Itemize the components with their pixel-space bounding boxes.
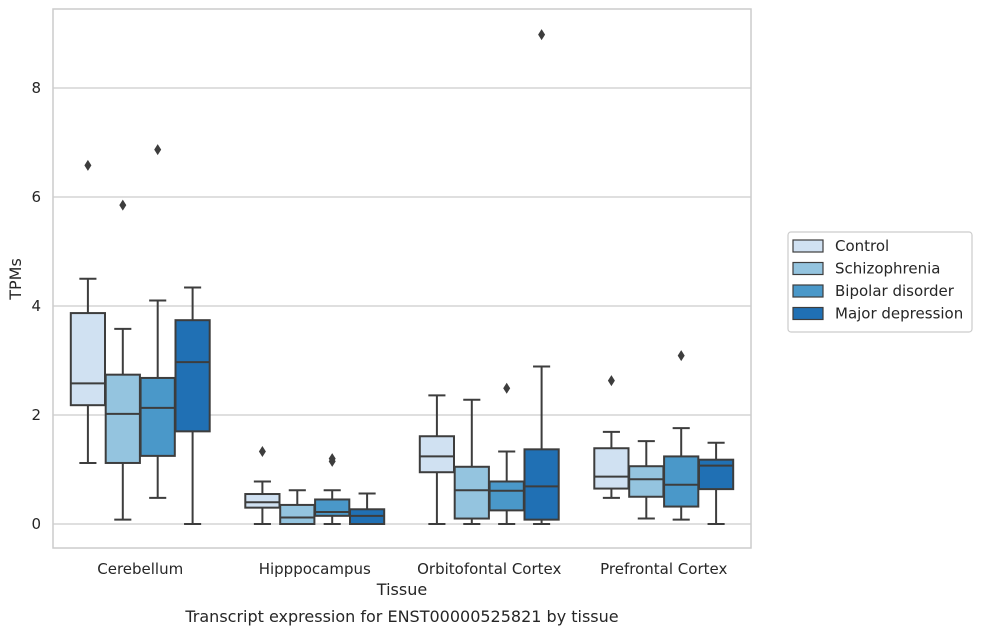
chart-caption: Transcript expression for ENST0000052582… bbox=[184, 607, 618, 626]
iqr-box bbox=[453, 465, 490, 520]
iqr-box bbox=[628, 465, 665, 498]
y-axis-ticks: 0 2 4 6 8 bbox=[31, 79, 41, 533]
outlier-point bbox=[154, 144, 162, 156]
iqr-box bbox=[104, 373, 141, 464]
box-schizophrenia bbox=[104, 199, 141, 521]
box-schizophrenia bbox=[279, 489, 316, 525]
iqr-box bbox=[279, 503, 316, 525]
legend: Control Schizophrenia Bipolar disorder Majo… bbox=[787, 231, 973, 333]
iqr-box bbox=[139, 376, 176, 457]
box-control bbox=[244, 446, 281, 525]
iqr-box bbox=[418, 435, 456, 474]
legend-entry: Schizophrenia bbox=[835, 260, 940, 278]
box-major-depression bbox=[523, 29, 560, 525]
legend-frame bbox=[787, 231, 973, 333]
boxes bbox=[69, 29, 735, 526]
legend-entry: Bipolar disorder bbox=[835, 282, 955, 300]
iqr-box bbox=[174, 319, 211, 433]
x-tick-label: Orbitofontal Cortex bbox=[417, 560, 561, 578]
legend-swatch bbox=[792, 239, 824, 253]
legend-swatch bbox=[792, 261, 824, 276]
box-control bbox=[418, 394, 456, 525]
x-tick-label: Cerebellum bbox=[97, 560, 183, 578]
legend-entry: Control bbox=[835, 237, 889, 255]
outlier-point bbox=[119, 199, 127, 211]
legend-entry: Major depression bbox=[835, 305, 963, 323]
legend-swatch bbox=[792, 284, 824, 298]
x-axis-label: Tissue bbox=[376, 580, 427, 599]
y-tick-label: 8 bbox=[31, 79, 41, 97]
outlier-point bbox=[677, 350, 685, 362]
y-tick-label: 6 bbox=[31, 188, 41, 206]
plot-area-frame bbox=[52, 8, 752, 549]
box-control bbox=[593, 375, 630, 499]
outlier-point bbox=[84, 159, 92, 171]
legend-swatch bbox=[792, 306, 824, 321]
box-major-depression bbox=[697, 441, 735, 525]
box-bipolar-disorder bbox=[663, 350, 700, 521]
x-axis-ticks: Cerebellum Hipppocampus Orbitofontal Corte… bbox=[97, 560, 727, 578]
iqr-box bbox=[697, 458, 735, 491]
box-major-depression bbox=[174, 286, 211, 525]
outlier-point bbox=[607, 375, 615, 387]
outlier-point bbox=[538, 29, 546, 41]
box-bipolar-disorder bbox=[488, 382, 525, 525]
y-axis-label: TPMs bbox=[6, 258, 25, 301]
box-control bbox=[69, 159, 107, 464]
iqr-box bbox=[69, 312, 107, 407]
iqr-box bbox=[488, 480, 525, 512]
iqr-box bbox=[523, 448, 560, 521]
box-bipolar-disorder bbox=[314, 453, 351, 525]
iqr-box bbox=[593, 447, 630, 490]
iqr-box bbox=[663, 455, 700, 508]
outlier-point bbox=[258, 446, 266, 458]
box-major-depression bbox=[348, 492, 386, 526]
y-tick-label: 2 bbox=[31, 406, 41, 424]
iqr-box bbox=[244, 493, 281, 509]
box-schizophrenia bbox=[628, 440, 665, 520]
iqr-box bbox=[314, 498, 351, 517]
outlier-point bbox=[503, 382, 511, 394]
x-tick-label: Prefrontal Cortex bbox=[600, 560, 727, 578]
y-tick-label: 4 bbox=[31, 297, 41, 315]
x-tick-label: Hipppocampus bbox=[259, 560, 371, 578]
y-tick-label: 0 bbox=[31, 515, 41, 533]
box-bipolar-disorder bbox=[139, 144, 176, 499]
box-schizophrenia bbox=[453, 398, 490, 525]
outlier-point bbox=[328, 453, 336, 465]
